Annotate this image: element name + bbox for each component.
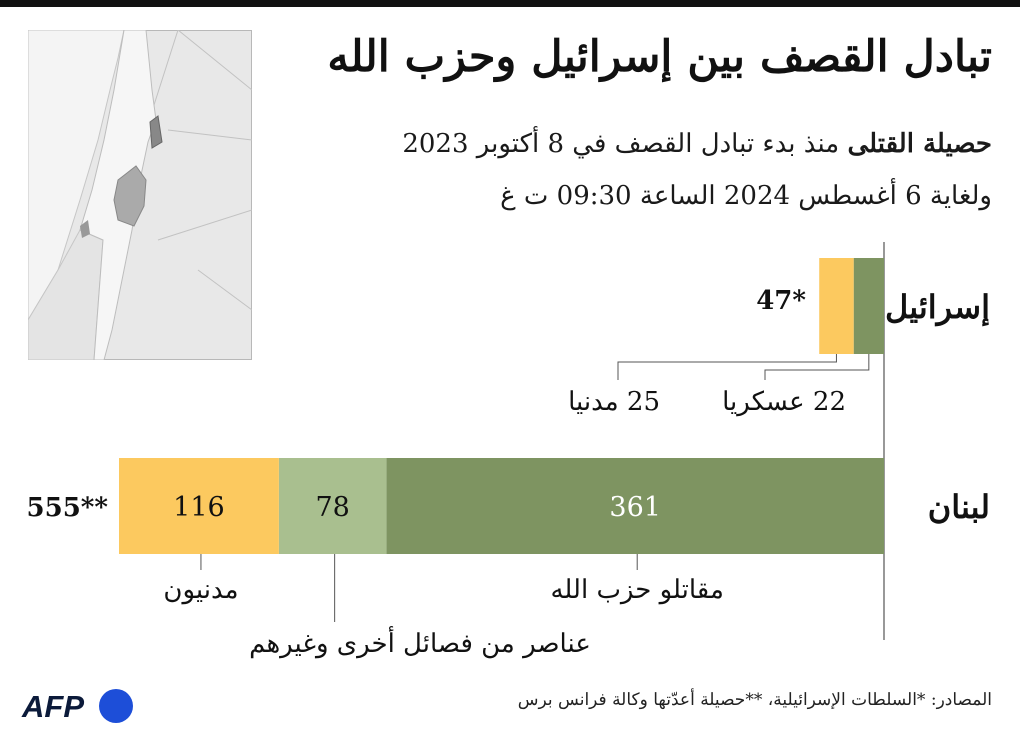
value-label-lebanon-hezbollah: 361 [609, 492, 661, 523]
sources-note: المصادر: *السلطات الإسرائيلية، **حصيلة أ… [517, 690, 992, 710]
map-golan [149, 115, 163, 149]
chart-subtitle: حصيلة القتلى منذ بدء تبادل القصف في 8 أك… [292, 118, 992, 222]
total-lebanon: 555** [27, 493, 109, 523]
chart-title: تبادل القصف بين إسرائيل وحزب الله [327, 32, 992, 82]
locator-map [28, 30, 252, 360]
annotation-israel-soldiers: 22 عسكريا [722, 387, 846, 417]
value-label-lebanon-others: 78 [315, 492, 349, 523]
leader-israel-civilians [617, 354, 837, 380]
annotation-israel-civilians: 25 مدنيا [568, 387, 660, 417]
afp-logo: AFP [21, 689, 133, 724]
leader-israel-soldiers [764, 354, 870, 380]
subtitle-line2: ولغاية 6 أغسطس 2024 الساعة 09:30 ت غ [500, 181, 992, 211]
annotation-lebanon-hezbollah: مقاتلو حزب الله [550, 575, 723, 605]
annotation-lebanon-others: عناصر من فصائل أخرى وغيرهم [249, 625, 591, 659]
bar-israel-civilians [819, 258, 854, 354]
subtitle-bold: حصيلة القتلى [847, 129, 993, 159]
bar-lebanon-civilians [119, 458, 279, 554]
value-label-lebanon-civilians: 116 [173, 492, 225, 523]
bar-lebanon-hezbollah [386, 458, 884, 554]
top-rule [0, 0, 1020, 7]
total-israel: 47* [756, 286, 806, 316]
annotation-lebanon-civilians: مدنيون [163, 575, 238, 605]
map-gaza [80, 220, 90, 238]
bar-israel-soldiers [853, 258, 884, 354]
map-borders [145, 30, 252, 311]
row-label-lebanon: لبنان [928, 488, 990, 526]
subtitle-rest: منذ بدء تبادل القصف في 8 أكتوبر 2023 [402, 129, 840, 159]
row-label-israel: إسرائيل [885, 288, 990, 327]
afp-logo-text: AFP [21, 689, 84, 724]
bar-lebanon-others [278, 458, 387, 554]
map-west-bank [113, 165, 147, 227]
afp-logo-dot [99, 689, 133, 723]
